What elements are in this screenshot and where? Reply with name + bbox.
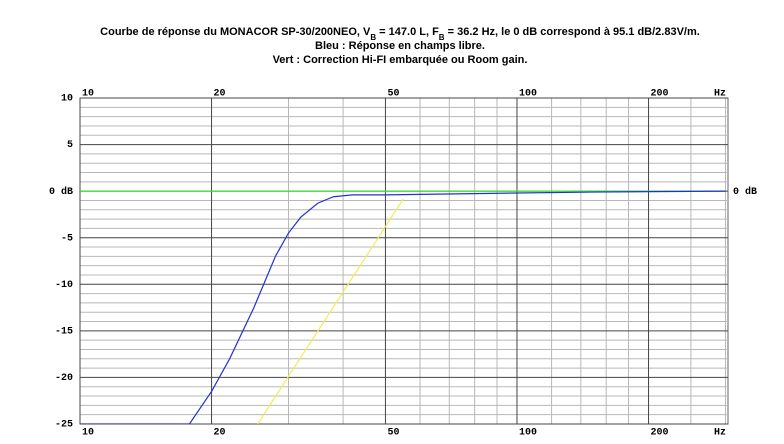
- x-tick-label-top: 50: [387, 89, 399, 100]
- x-tick-label-top: 100: [519, 89, 537, 100]
- series-line: [80, 190, 726, 424]
- title-part: B: [439, 33, 445, 42]
- y-tick-label: -25: [55, 420, 73, 431]
- title-part: = 36.2 Hz, le 0 dB correspond à 95.1 dB/…: [445, 26, 700, 38]
- y-tick-label: -5: [61, 233, 73, 244]
- subtitle: Vert : Correction Hi-FI embarquée ou Roo…: [273, 54, 528, 66]
- x-tick-label-top: 10: [82, 89, 94, 100]
- plot-area: [79, 97, 729, 425]
- series-line: [257, 198, 405, 424]
- x-tick-label-bottom: 10: [82, 428, 94, 439]
- y-tick-label: 0 dB: [49, 186, 73, 198]
- chart-title: Courbe de réponse du MONACOR SP-30/200NE…: [100, 26, 700, 42]
- title-part: = 147.0 L, F: [376, 26, 439, 38]
- x-tick-label-bottom: 200: [651, 428, 669, 439]
- title-part: B: [370, 33, 376, 42]
- x-unit: Hz: [714, 428, 726, 439]
- x-tick-label-top: 20: [214, 89, 226, 100]
- y-tick-label: 10: [61, 94, 73, 105]
- x-tick-label-bottom: 100: [519, 428, 537, 439]
- y-tick-label: -10: [55, 280, 73, 291]
- x-unit: Hz: [714, 89, 726, 100]
- y-tick-label: 5: [67, 140, 73, 151]
- x-tick-label-bottom: 50: [387, 428, 399, 439]
- x-tick-label-bottom: 20: [214, 428, 226, 439]
- x-tick-label-top: 200: [651, 89, 669, 100]
- subtitle: Bleu : Réponse en champs libre.: [315, 40, 485, 52]
- y-tick-label-right: 0 dB: [733, 186, 757, 198]
- title-part: Courbe de réponse du MONACOR SP-30/200NE…: [100, 26, 371, 38]
- y-tick-label: -20: [55, 373, 73, 384]
- y-tick-label: -15: [55, 326, 73, 337]
